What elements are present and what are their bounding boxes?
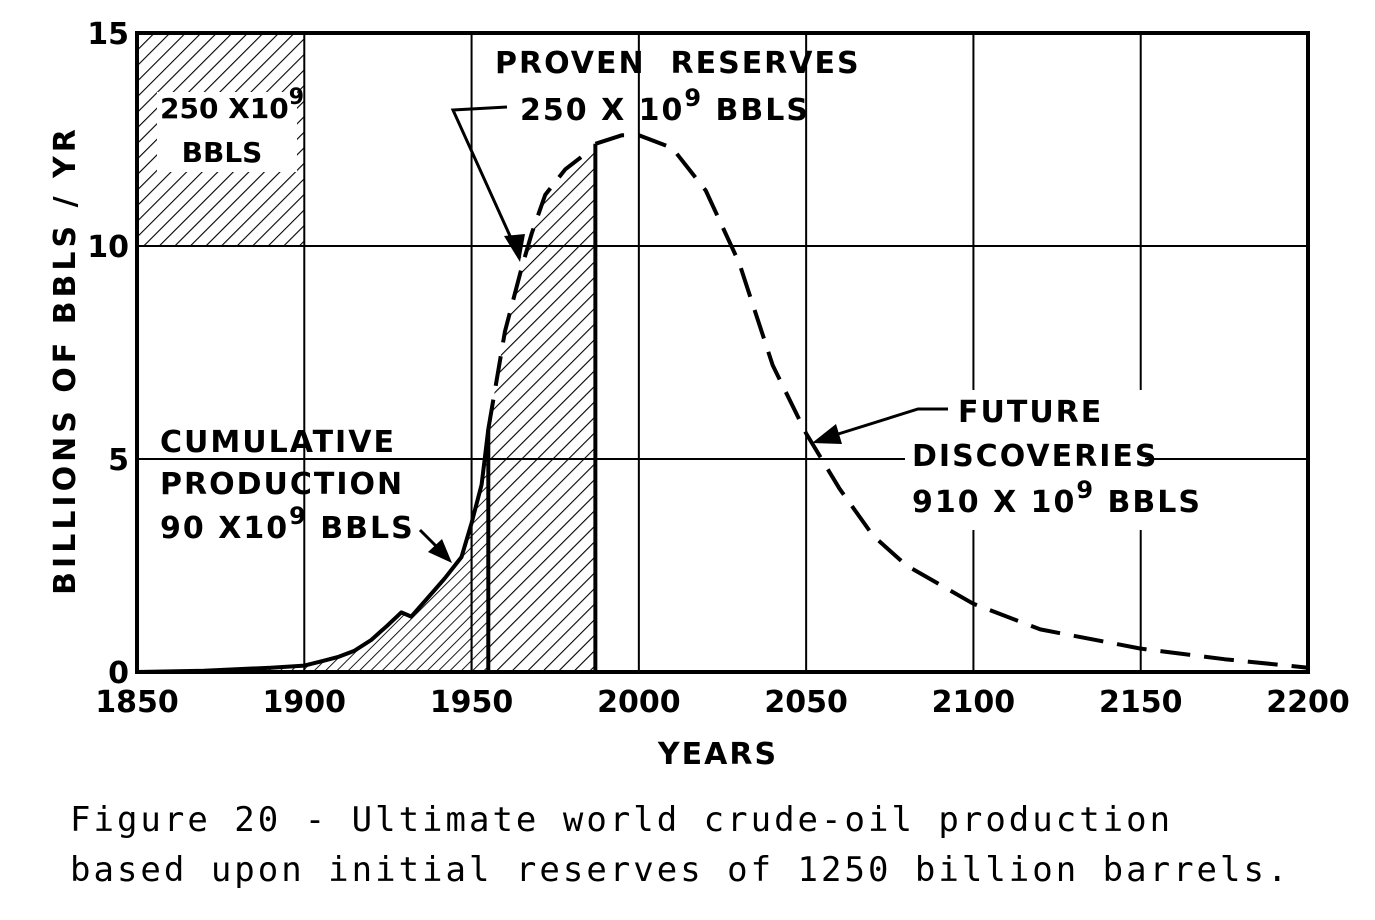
series-line-1 (486, 150, 596, 430)
x-tick-label: 2100 (932, 685, 1016, 720)
cumulative-title-1: CUMULATIVE (160, 425, 396, 460)
proven-reserves-exponent: 9 (684, 84, 703, 112)
proven-reserves-amount: 250 X 10 (520, 93, 684, 128)
x-axis-label: YEARS (657, 737, 778, 772)
legend-box-label: 250 X109 BBLS (157, 85, 304, 172)
cumulative-production-area (137, 429, 489, 672)
series-line-2 (594, 133, 1309, 670)
y-tick-label: 10 (87, 230, 129, 265)
cumulative-exponent: 9 (289, 502, 308, 530)
future-exponent: 9 (1076, 476, 1095, 504)
future-title-2: DISCOVERIES (912, 439, 1158, 474)
oil-production-chart: 1850 1900 1950 2000 2050 2100 2150 2200 0 5 10 15 Y… (48, 17, 1350, 772)
x-tick-label: 1900 (263, 685, 347, 720)
cumulative-amount: 90 X10 (160, 511, 289, 546)
proven-reserves-area (488, 152, 596, 673)
legend-box-exponent: 9 (289, 85, 304, 110)
x-tick-label: 1950 (430, 685, 514, 720)
x-tick-label: 2150 (1099, 685, 1183, 720)
legend-box-unit: BBLS (182, 136, 263, 169)
x-tick-label: 2000 (597, 685, 681, 720)
svg-text:250 X 109 BBLS: 250 X 109 BBLS (520, 84, 810, 128)
legend-box-text: 250 X10 (160, 92, 289, 125)
svg-text:90 X109 BBLS: 90 X109 BBLS (160, 502, 415, 546)
future-unit: BBLS (1095, 485, 1202, 520)
x-tick-label: 1850 (95, 685, 179, 720)
plot-frame (135, 31, 1310, 674)
figure-caption-line-2: based upon initial reserves of 1250 bill… (70, 850, 1291, 890)
cumulative-title-2: PRODUCTION (160, 467, 404, 502)
y-tick-label: 5 (108, 443, 129, 478)
y-axis-label: BILLIONS OF BBLS / YR (48, 125, 83, 595)
series-lines (136, 133, 1309, 674)
series-line-0 (136, 428, 491, 674)
annotation-cumulative-production: CUMULATIVE PRODUCTION 90 X109 BBLS (160, 425, 452, 563)
x-tick-label: 2200 (1266, 685, 1350, 720)
annotation-proven-reserves: PROVEN RESERVES 250 X 109 BBLS (450, 46, 861, 262)
y-tick-label: 15 (87, 17, 129, 52)
figure-caption-line-1: Figure 20 - Ultimate world crude-oil pro… (70, 800, 1174, 840)
cumulative-unit: BBLS (308, 511, 415, 546)
proven-reserves-title: PROVEN RESERVES (495, 46, 861, 81)
annotation-future-discoveries: FUTURE DISCOVERIES 910 X 109 BBLS (812, 390, 1202, 530)
y-tick-label: 0 (108, 656, 129, 691)
proven-reserves-unit: BBLS (703, 93, 810, 128)
svg-text:250 X109: 250 X109 (160, 85, 304, 125)
future-amount: 910 X 10 (912, 485, 1076, 520)
x-tick-label: 2050 (764, 685, 848, 720)
svg-text:910 X 109 BBLS: 910 X 109 BBLS (912, 476, 1202, 520)
grid-lines (137, 33, 1308, 672)
future-title-1: FUTURE (958, 395, 1103, 430)
axis-tick-labels: 1850 1900 1950 2000 2050 2100 2150 2200 0 5 10 15 (87, 17, 1350, 720)
